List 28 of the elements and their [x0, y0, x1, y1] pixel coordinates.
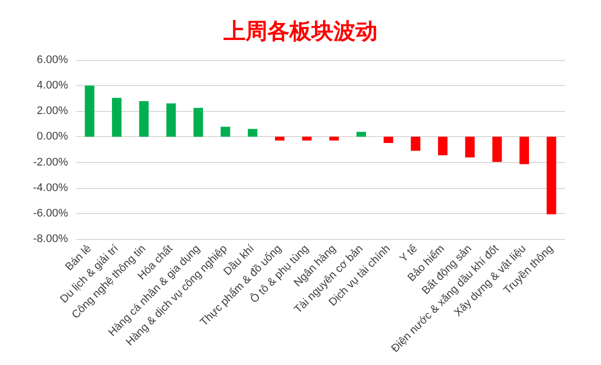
bar	[356, 132, 366, 137]
y-tick-label: 0.00%	[36, 130, 68, 143]
bar	[193, 108, 204, 137]
bar	[410, 136, 420, 151]
bar	[492, 136, 502, 162]
bar	[519, 136, 530, 164]
bar	[220, 126, 230, 137]
y-tick-label: -2.00%	[33, 156, 68, 168]
chart-title: 上周各板块波动	[222, 20, 378, 44]
bar	[248, 128, 258, 137]
y-tick-label: -8.00%	[33, 233, 68, 245]
bar	[302, 136, 312, 141]
bar	[384, 136, 394, 143]
bar	[139, 101, 149, 137]
bar	[166, 103, 176, 137]
bar	[84, 86, 94, 137]
bar	[274, 136, 285, 141]
bar	[465, 136, 475, 158]
bar	[112, 98, 122, 137]
y-tick-label: 6.00%	[36, 54, 68, 66]
y-tick-label: -6.00%	[33, 207, 68, 220]
bar	[546, 136, 556, 214]
bar	[329, 136, 339, 141]
bar	[438, 136, 448, 156]
x-tick-label: Y tế	[398, 242, 420, 265]
y-tick-label: 4.00%	[36, 80, 68, 92]
y-tick-label: 2.00%	[36, 105, 68, 118]
y-tick-label: -4.00%	[33, 182, 68, 194]
